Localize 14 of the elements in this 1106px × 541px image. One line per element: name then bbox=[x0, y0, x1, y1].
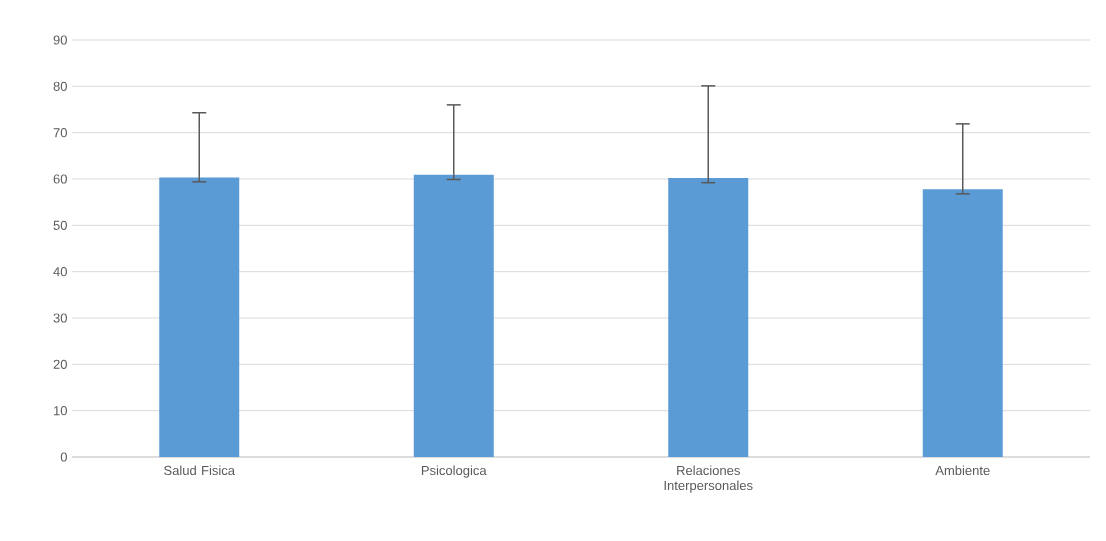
y-tick-label: 50 bbox=[53, 220, 67, 230]
x-tick-label: Relaciones Interpersonales bbox=[664, 465, 753, 493]
y-tick-label: 60 bbox=[53, 174, 67, 184]
y-tick-label: 10 bbox=[53, 406, 67, 416]
x-tick-label: Ambiente bbox=[935, 465, 990, 476]
y-tick-label: 70 bbox=[53, 128, 67, 138]
y-tick-label: 40 bbox=[53, 267, 67, 277]
y-tick-label: 30 bbox=[53, 313, 67, 323]
y-tick-label: 20 bbox=[53, 359, 67, 369]
y-tick-label: 0 bbox=[60, 452, 67, 462]
x-tick-label: Psicologica bbox=[421, 465, 487, 478]
y-tick-label: 80 bbox=[53, 81, 67, 91]
y-tick-label: 90 bbox=[53, 35, 67, 45]
x-tick-label: Salud Fisica bbox=[164, 465, 235, 476]
